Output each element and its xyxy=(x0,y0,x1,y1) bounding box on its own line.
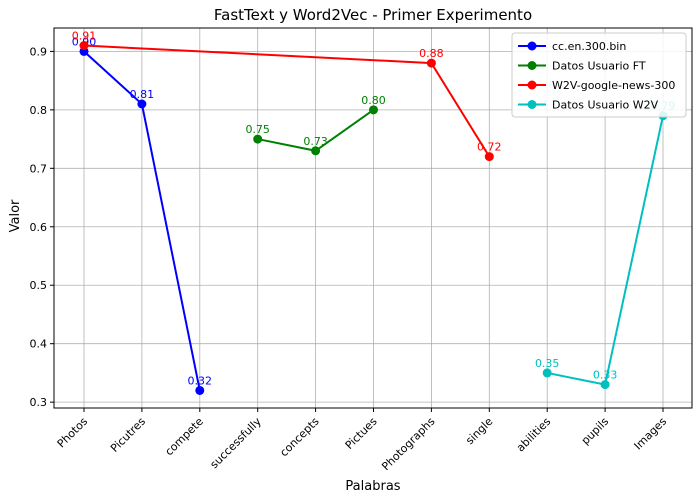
data-point xyxy=(426,58,436,68)
data-point xyxy=(484,152,494,162)
x-tick-label: Picutres xyxy=(108,415,148,455)
data-point xyxy=(195,385,205,395)
data-label: 0.75 xyxy=(245,123,270,136)
data-label: 0.88 xyxy=(419,47,444,60)
data-label: 0.80 xyxy=(361,94,386,107)
data-point xyxy=(600,380,610,390)
y-tick-label: 0.6 xyxy=(30,221,48,234)
legend-label: W2V-google-news-300 xyxy=(552,79,675,92)
y-tick-label: 0.3 xyxy=(30,396,48,409)
data-label: 0.33 xyxy=(593,369,618,382)
legend-marker xyxy=(527,100,537,109)
x-axis-label: Palabras xyxy=(345,479,400,494)
x-tick-label: pupils xyxy=(579,415,612,448)
legend-marker xyxy=(527,61,537,70)
x-tick-label: Photos xyxy=(55,415,91,451)
legend-label: cc.en.300.bin xyxy=(552,40,626,53)
y-tick-label: 0.5 xyxy=(30,279,48,292)
y-axis-label: Valor xyxy=(8,199,23,232)
data-label: 0.73 xyxy=(303,135,328,148)
legend-label: Datos Usuario FT xyxy=(552,60,646,73)
legend-marker xyxy=(527,41,537,51)
data-point xyxy=(137,99,147,109)
y-axis: 0.3 0.4 0.5 0.6 0.7 0.8 0.9 xyxy=(30,45,54,409)
x-tick-label: Photographs xyxy=(379,415,437,473)
x-tick-label: Images xyxy=(632,415,670,453)
y-tick-label: 0.8 xyxy=(30,104,48,117)
legend-box xyxy=(511,32,687,118)
data-label: 0.91 xyxy=(72,30,97,43)
x-tick-label: successfully xyxy=(208,415,265,472)
series-layer: 0.900.810.320.750.730.800.910.880.720.35… xyxy=(72,30,675,395)
data-label: 0.81 xyxy=(130,88,155,101)
data-point xyxy=(79,41,89,51)
y-tick-label: 0.9 xyxy=(30,45,48,58)
x-tick-label: abilities xyxy=(514,415,554,455)
data-label: 0.35 xyxy=(535,357,560,370)
x-tick-label: Pictues xyxy=(343,415,380,452)
data-label: 0.72 xyxy=(477,141,502,154)
data-point xyxy=(311,146,321,156)
y-tick-label: 0.7 xyxy=(30,162,48,175)
data-label: 0.32 xyxy=(188,374,213,387)
y-tick-label: 0.4 xyxy=(30,338,48,351)
legend-label: Datos Usuario W2V xyxy=(552,99,659,112)
data-point xyxy=(542,368,552,378)
data-point xyxy=(369,105,378,115)
x-tick-label: concepts xyxy=(277,415,321,459)
chart-title: FastText y Word2Vec - Primer Experimento xyxy=(214,6,532,24)
x-tick-label: compete xyxy=(163,415,207,459)
data-point xyxy=(253,134,263,144)
legend: cc.en.300.bin Datos Usuario FT W2V-google-… xyxy=(511,32,687,118)
x-tick-label: single xyxy=(463,415,495,447)
x-axis: Photos Picutres compete successfully concept… xyxy=(55,408,670,473)
legend-marker xyxy=(527,80,537,90)
